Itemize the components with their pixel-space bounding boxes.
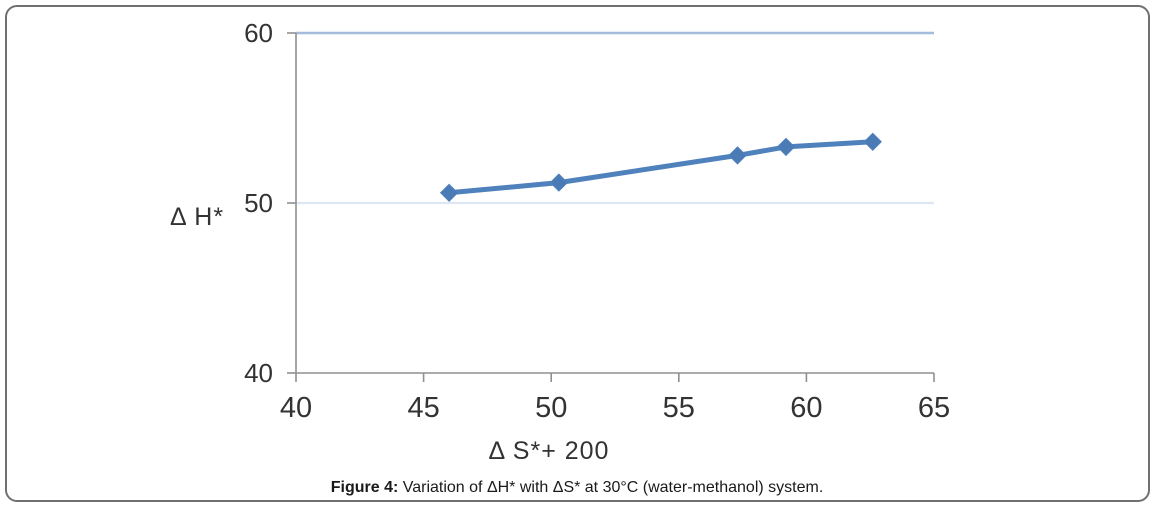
x-tick-label-45: 45 bbox=[407, 392, 439, 424]
data-point-marker bbox=[776, 137, 796, 157]
figure-caption-text: Variation of ΔH* with ΔS* at 30°C (water… bbox=[398, 479, 824, 496]
y-axis-title: Δ H* bbox=[170, 203, 225, 231]
series-line-0 bbox=[446, 139, 876, 196]
x-tick-label-65: 65 bbox=[918, 392, 950, 424]
figure-card bbox=[5, 5, 1150, 502]
figure-caption-label: Figure 4: bbox=[330, 479, 399, 496]
data-point-marker bbox=[549, 173, 569, 192]
y-tick-label-50: 50 bbox=[244, 188, 273, 218]
x-tick-label-50: 50 bbox=[535, 392, 567, 424]
x-tick-label-60: 60 bbox=[790, 392, 822, 424]
y-tick-label-60: 60 bbox=[244, 18, 273, 48]
x-tick-label-55: 55 bbox=[663, 392, 695, 424]
data-point-marker bbox=[863, 132, 882, 152]
x-axis-title: Δ S*+ 200 bbox=[488, 437, 610, 465]
data-point-marker bbox=[728, 146, 747, 165]
x-tick-label-40: 40 bbox=[280, 392, 312, 424]
figure-caption: Figure 4: Variation of ΔH* with ΔS* at 3… bbox=[0, 479, 1154, 497]
y-tick-label-40: 40 bbox=[244, 358, 273, 388]
data-point-marker bbox=[439, 183, 459, 203]
